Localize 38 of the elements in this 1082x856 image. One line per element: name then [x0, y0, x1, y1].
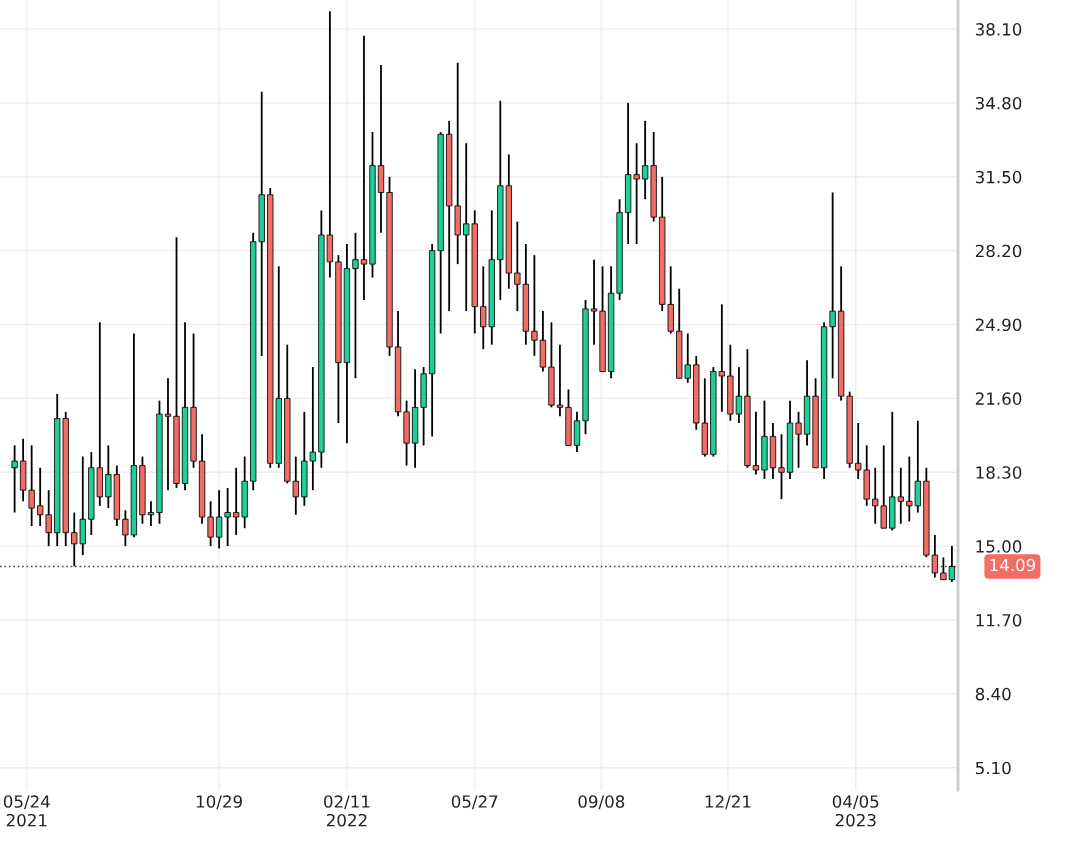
candlestick — [752, 410, 760, 476]
candlestick — [224, 487, 231, 548]
candlestick — [147, 500, 155, 527]
y-tick-label: 18.30 — [976, 466, 1022, 479]
candlestick — [735, 366, 743, 424]
candlestick — [122, 509, 129, 548]
x-tick-label: 02/11 2022 — [324, 795, 370, 827]
y-tick-label: 11.70 — [976, 613, 1022, 627]
candlestick — [556, 343, 564, 418]
x-tick-label: 09/08 — [578, 795, 625, 810]
candlestick — [948, 545, 956, 583]
y-tick-label: 38.10 — [975, 23, 1022, 36]
candlestick — [164, 377, 172, 492]
candlestick — [11, 444, 18, 514]
y-tick-label: 15.00 — [976, 540, 1022, 553]
y-tick-label: 5.10 — [975, 761, 1011, 775]
candlestick — [940, 556, 947, 581]
y-tick-label: 31.50 — [975, 170, 1022, 184]
x-tick-label: 05/24 2021 — [3, 795, 50, 827]
y-tick-label: 28.20 — [975, 244, 1022, 258]
x-tick-label: 10/29 — [196, 795, 242, 810]
candlestick — [795, 410, 802, 469]
y-tick-label: 34.80 — [975, 96, 1022, 110]
candlestick — [215, 489, 223, 550]
x-tick-label: 05/27 — [451, 795, 498, 810]
x-tick-label: 12/21 — [705, 795, 751, 810]
candlestick — [778, 433, 785, 501]
y-tick-label: 24.90 — [975, 318, 1022, 332]
candlestick — [360, 34, 368, 301]
candlestick — [207, 500, 214, 548]
candlestick — [829, 191, 836, 380]
y-tick-label: 8.40 — [975, 687, 1011, 701]
candlestick — [590, 258, 598, 346]
candlestick — [352, 231, 359, 380]
candlestick — [531, 254, 538, 357]
ref-line-label: 14.09 — [990, 558, 1036, 572]
x-tick-label: 04/05 2023 — [832, 795, 879, 827]
y-tick-label: 21.60 — [975, 392, 1022, 405]
